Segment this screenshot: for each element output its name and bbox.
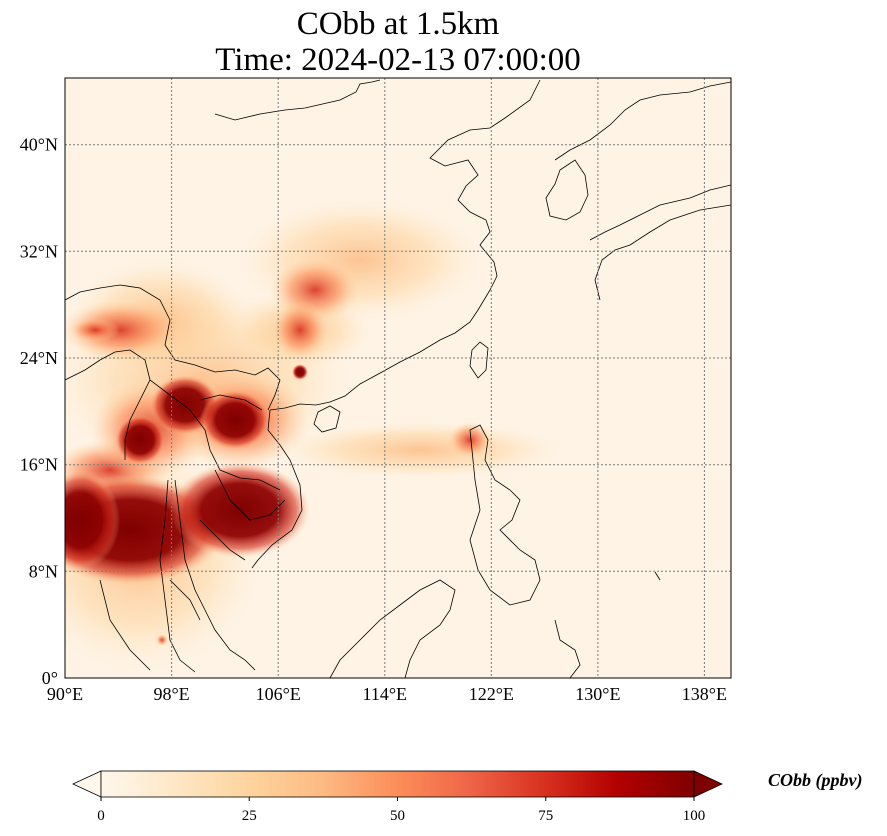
colorbar-label: CObb (ppbv): [768, 770, 863, 790]
lat-label-40: 40°N: [20, 135, 58, 155]
map-frame: [64, 77, 732, 679]
lat-label-24: 24°N: [20, 348, 58, 368]
coastlines: [65, 79, 731, 678]
colorbar-tick-50: 50: [390, 808, 405, 824]
lon-tick-labels: 90°E 98°E 106°E 114°E 122°E 130°E 138°E: [47, 684, 727, 704]
colorbar-extend-low: [72, 770, 102, 798]
colorbar-extend-high: [693, 770, 723, 798]
colorbar-tick-0: 0: [97, 808, 105, 824]
colorbar-tick-100: 100: [683, 808, 706, 824]
lon-label-114: 114°E: [363, 684, 408, 704]
lat-label-32: 32°N: [20, 241, 58, 261]
lon-label-98: 98°E: [153, 684, 189, 704]
lon-label-90: 90°E: [47, 684, 83, 704]
lon-label-106: 106°E: [256, 684, 301, 704]
lat-label-8: 8°N: [29, 561, 58, 581]
lon-label-122: 122°E: [469, 684, 514, 704]
gridlines: [65, 78, 731, 678]
lon-label-130: 130°E: [575, 684, 620, 704]
lat-label-16: 16°N: [20, 455, 58, 475]
concentration-field: [65, 78, 731, 678]
lat-tick-labels: 0° 8°N 16°N 24°N 32°N 40°N: [20, 135, 58, 688]
colorbar: 0 25 50 75 100: [72, 770, 723, 824]
colorbar-tick-25: 25: [242, 808, 257, 824]
map-title-line2: Time: 2024-02-13 07:00:00: [215, 42, 581, 78]
colorbar-tick-75: 75: [538, 808, 553, 824]
colorbar-gradient: [101, 771, 694, 797]
lon-label-138: 138°E: [682, 684, 727, 704]
lat-label-0: 0°: [42, 668, 58, 688]
map-title-line1: CObb at 1.5km: [296, 6, 500, 42]
